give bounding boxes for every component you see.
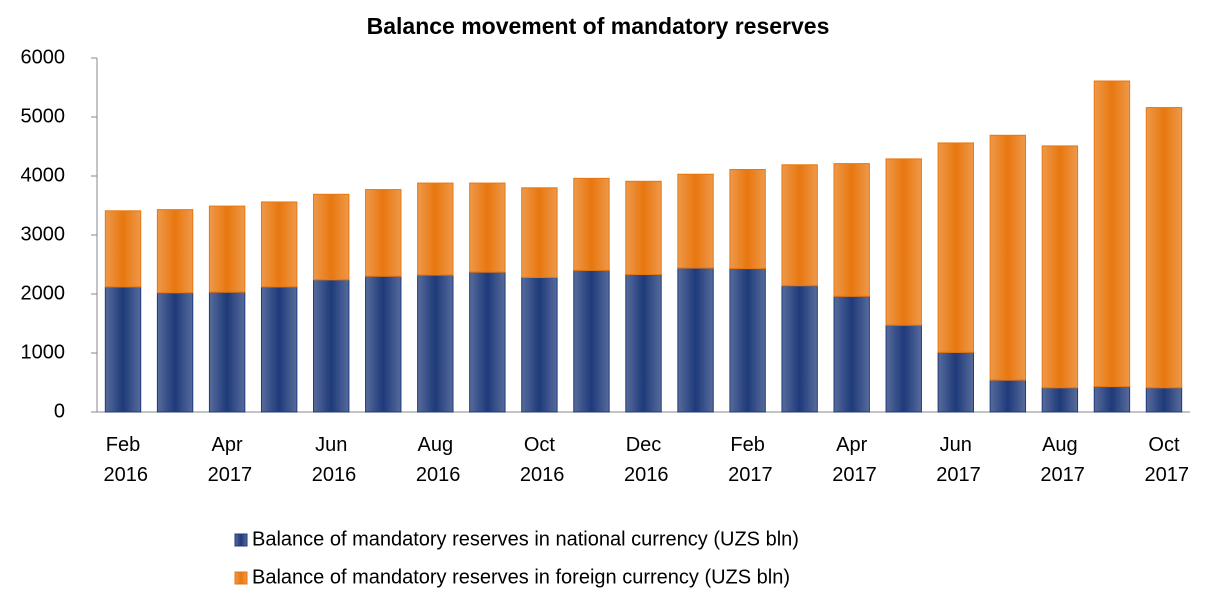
bar-segment bbox=[365, 275, 402, 413]
y-tick-label: 0 bbox=[54, 400, 65, 422]
bar-segment bbox=[1093, 386, 1131, 413]
x-tick-label: Aug 2017 bbox=[1035, 434, 1085, 486]
x-tick-label: Oct 2017 bbox=[1139, 434, 1189, 486]
bar-segment bbox=[417, 182, 454, 276]
x-tick-label: Apr 2017 bbox=[827, 434, 877, 486]
y-tick-label: 5000 bbox=[21, 105, 66, 127]
bar-segment bbox=[729, 268, 766, 413]
bar-segment bbox=[885, 324, 922, 413]
x-tick-label: Apr 2017 bbox=[202, 434, 252, 486]
bar-segment bbox=[1041, 145, 1079, 389]
bar-segment bbox=[313, 279, 350, 413]
y-tick-label: 2000 bbox=[21, 282, 66, 304]
bar-segment bbox=[833, 295, 870, 413]
bar-segment bbox=[156, 209, 194, 294]
bar-segment bbox=[104, 210, 142, 288]
y-tick-label: 6000 bbox=[21, 46, 66, 68]
bar-segment bbox=[677, 173, 714, 269]
bar-segment bbox=[1093, 80, 1131, 388]
bar-segment bbox=[1145, 107, 1183, 389]
bar-segment bbox=[989, 379, 1027, 413]
bar-segment bbox=[208, 291, 246, 413]
legend-label: Balance of mandatory reserves in foreign… bbox=[252, 566, 790, 588]
bar-segment bbox=[781, 285, 818, 413]
bar-segment bbox=[833, 163, 870, 297]
bar-segment bbox=[417, 274, 454, 413]
bar-segment bbox=[573, 177, 610, 271]
bar-segment bbox=[625, 274, 662, 413]
legend-swatch bbox=[234, 571, 248, 585]
bar-segment bbox=[781, 164, 818, 287]
bar-segment bbox=[365, 189, 402, 277]
x-tick-label: Dec 2016 bbox=[618, 434, 668, 486]
bar-segment bbox=[625, 180, 662, 276]
x-tick-label: Jun 2017 bbox=[931, 434, 981, 486]
bar-segment bbox=[729, 169, 766, 270]
legend-swatch bbox=[234, 533, 248, 547]
bar-segment bbox=[677, 267, 714, 413]
bar-segment bbox=[260, 286, 298, 413]
bar-segment bbox=[208, 205, 246, 293]
bar-segment bbox=[469, 271, 506, 413]
x-tick-label: Aug 2016 bbox=[410, 434, 460, 486]
bar-segment bbox=[937, 351, 974, 413]
y-tick-label: 3000 bbox=[21, 223, 66, 245]
bar-segment bbox=[469, 182, 506, 273]
y-tick-label: 1000 bbox=[21, 341, 66, 363]
bar-segment bbox=[156, 292, 194, 413]
x-tick-label: Jun 2016 bbox=[306, 434, 356, 486]
bar-segment bbox=[104, 286, 142, 413]
bar-segment bbox=[1041, 387, 1079, 413]
bar-segment bbox=[313, 193, 350, 281]
chart-title: Balance movement of mandatory reserves bbox=[367, 13, 830, 39]
y-tick-label: 4000 bbox=[21, 164, 66, 186]
x-tick-label: Feb 2017 bbox=[723, 434, 773, 486]
bar-segment bbox=[937, 142, 974, 353]
bar-segment bbox=[573, 269, 610, 413]
x-tick-label: Feb 2016 bbox=[98, 434, 148, 486]
bar-segment bbox=[521, 187, 558, 278]
bar-segment bbox=[989, 134, 1027, 381]
bar-segment bbox=[260, 201, 298, 288]
legend-label: Balance of mandatory reserves in nationa… bbox=[252, 528, 799, 550]
x-tick-label: Oct 2016 bbox=[514, 434, 564, 486]
bar-segment bbox=[521, 276, 558, 413]
bar-segment bbox=[1145, 387, 1183, 413]
bar-segment bbox=[885, 158, 922, 326]
